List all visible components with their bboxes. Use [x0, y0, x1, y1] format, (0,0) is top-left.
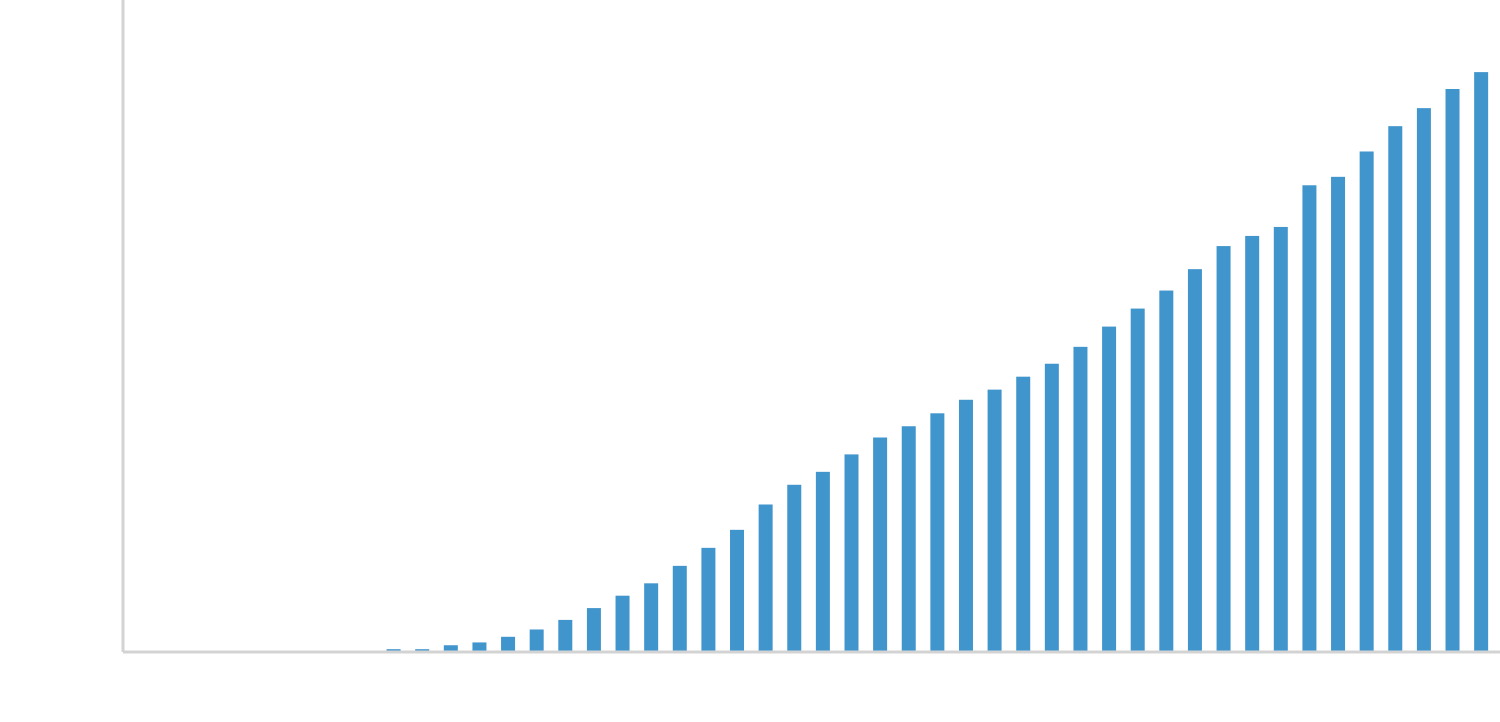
bar-45	[1388, 126, 1403, 652]
bar-24	[787, 484, 802, 652]
bar-31	[987, 389, 1002, 652]
bar-26	[844, 454, 859, 652]
bar-47	[1445, 89, 1460, 652]
bar-33	[1044, 363, 1059, 652]
bar-29	[930, 413, 945, 652]
bar-25	[815, 471, 830, 652]
bar-32	[1016, 376, 1031, 652]
bar-22	[730, 529, 745, 652]
bar-46	[1416, 108, 1431, 652]
bar-20	[672, 565, 687, 652]
bar-12	[443, 645, 458, 652]
bar-28	[901, 426, 916, 652]
bars-layer	[386, 72, 1489, 653]
bar-42	[1302, 185, 1317, 652]
bar-19	[644, 583, 659, 652]
bar-13	[472, 642, 487, 652]
bar-18	[615, 595, 630, 652]
bar-41	[1273, 226, 1288, 652]
bar-27	[873, 437, 888, 652]
bar-30	[958, 399, 973, 652]
bar-38	[1187, 269, 1202, 652]
bar-23	[758, 504, 773, 652]
bar-14	[501, 636, 516, 652]
bar-48	[1474, 72, 1489, 653]
bar-17	[586, 608, 601, 652]
bar-16	[558, 619, 573, 652]
bar-15	[529, 629, 544, 652]
bar-36	[1130, 308, 1145, 652]
bar-44	[1359, 151, 1374, 653]
bar-37	[1159, 290, 1174, 652]
bar-34	[1073, 346, 1088, 652]
bar-43	[1331, 176, 1346, 652]
bar-39	[1216, 246, 1231, 652]
bar-35	[1102, 326, 1117, 652]
bar-21	[701, 547, 716, 653]
bar-40	[1245, 235, 1260, 652]
